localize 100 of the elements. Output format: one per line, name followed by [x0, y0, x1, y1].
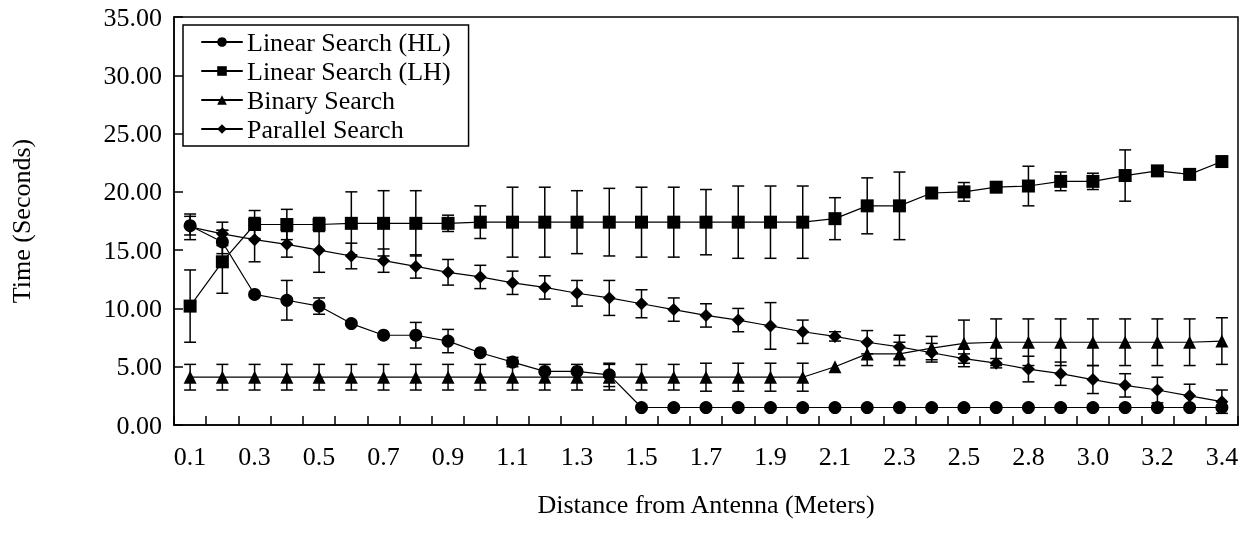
point: [602, 291, 616, 305]
x-tick-label: 0.7: [367, 441, 400, 471]
point: [764, 401, 777, 415]
point: [635, 401, 649, 415]
point: [377, 254, 391, 268]
y-tick-label: 0.00: [116, 410, 162, 440]
point: [860, 335, 874, 349]
x-tick-label: 3.0: [1076, 441, 1110, 471]
point: [763, 215, 777, 229]
point: [925, 401, 939, 415]
point: [1215, 155, 1229, 169]
point: [989, 335, 1003, 349]
point: [183, 370, 197, 384]
point: [860, 347, 874, 361]
x-tick-label: 2.8: [1012, 441, 1045, 471]
point: [1086, 335, 1100, 349]
point: [441, 370, 455, 384]
point: [280, 237, 294, 251]
point: [635, 370, 649, 384]
x-axis-title: Distance from Antenna (Meters): [537, 489, 875, 519]
point: [892, 199, 906, 213]
point: [570, 286, 584, 300]
point: [1021, 362, 1035, 376]
point: [409, 370, 423, 384]
point: [667, 303, 681, 317]
point: [409, 216, 423, 230]
point: [892, 340, 906, 354]
x-tick-label: 1.5: [625, 441, 658, 471]
point: [796, 401, 810, 415]
point: [667, 215, 681, 229]
point: [1086, 373, 1100, 387]
point: [699, 401, 713, 415]
point: [506, 215, 520, 229]
x-tick-label: 0.5: [302, 441, 336, 471]
point: [635, 297, 649, 311]
point: [892, 401, 906, 415]
point: [828, 360, 842, 374]
point: [828, 212, 842, 226]
point: [538, 215, 552, 229]
point: [344, 249, 358, 263]
point: [989, 401, 1003, 415]
point: [602, 215, 616, 229]
point: [1054, 335, 1068, 349]
point: [1183, 401, 1197, 415]
point: [731, 313, 745, 327]
point: [925, 186, 939, 200]
point: [635, 215, 649, 229]
legend-label: Parallel Search: [247, 114, 404, 144]
point: [1118, 401, 1132, 415]
point: [1021, 401, 1035, 415]
point: [796, 370, 810, 384]
point: [731, 401, 745, 415]
point: [957, 401, 971, 415]
point: [409, 259, 423, 273]
x-tick-label: 0.9: [431, 441, 465, 471]
x-tick-label: 0.1: [173, 441, 207, 471]
y-tick-label: 25.00: [103, 119, 162, 149]
x-tick-label: 2.1: [818, 441, 852, 471]
y-tick-label: 10.00: [103, 293, 162, 323]
point: [1150, 164, 1164, 178]
point: [473, 270, 487, 284]
point: [763, 370, 777, 384]
x-tick-label: 0.3: [238, 441, 271, 471]
x-tick-label: 1.9: [754, 441, 787, 471]
y-tick-label: 35.00: [103, 2, 162, 32]
y-tick-label: 30.00: [103, 60, 162, 90]
point: [183, 299, 197, 313]
point: [506, 370, 520, 384]
point: [860, 199, 874, 213]
y-axis-title: Time (Seconds): [6, 138, 36, 304]
point: [473, 215, 487, 229]
point: [1118, 169, 1132, 183]
y-tick-label: 15.00: [103, 235, 162, 265]
point: [1021, 335, 1035, 349]
point: [1086, 401, 1100, 415]
legend-label: Linear Search (LH): [247, 56, 451, 86]
point: [1054, 174, 1068, 188]
point: [860, 401, 874, 415]
point: [699, 215, 713, 229]
x-tick-label: 3.4: [1205, 441, 1239, 471]
point: [377, 370, 391, 384]
y-tick-label: 5.00: [116, 352, 162, 382]
x-tick-label: 2.3: [883, 441, 916, 471]
point: [280, 218, 294, 231]
x-tick-label: 1.7: [689, 441, 723, 471]
point: [763, 319, 777, 333]
point: [1183, 167, 1197, 181]
point: [506, 276, 520, 290]
point: [667, 401, 681, 415]
y-tick-label: 20.00: [103, 177, 162, 207]
point: [989, 180, 1003, 194]
point: [248, 287, 262, 301]
point: [215, 255, 229, 269]
point: [699, 370, 713, 384]
point: [441, 265, 455, 279]
point: [570, 215, 584, 229]
point: [248, 370, 262, 384]
point: [1183, 389, 1197, 403]
point: [828, 401, 842, 415]
point: [344, 370, 358, 384]
